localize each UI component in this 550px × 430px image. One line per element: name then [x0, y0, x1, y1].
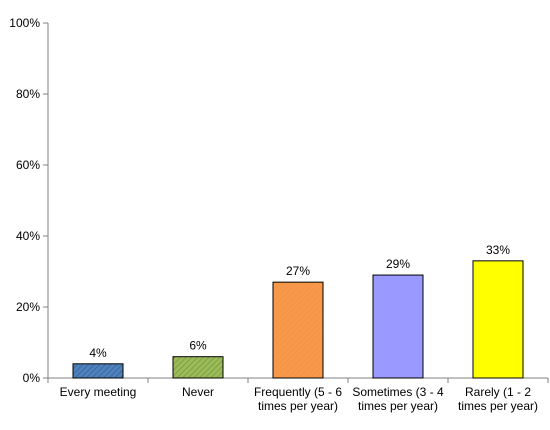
bar-value-label: 27% — [286, 264, 310, 278]
x-category-label-line: Every meeting — [60, 385, 137, 399]
x-category-label: Rarely (1 - 2 times per year) — [458, 385, 538, 413]
x-category-label: Every meeting — [60, 385, 137, 399]
y-tick-label: 0% — [23, 371, 41, 385]
y-tick-label: 40% — [16, 229, 40, 243]
y-tick-label: 100% — [9, 16, 40, 30]
y-tick-label: 20% — [16, 300, 40, 314]
x-axis — [47, 377, 549, 383]
x-category-label-line: times per year) — [258, 399, 338, 413]
y-tick-label: 80% — [16, 87, 40, 101]
bar — [472, 260, 524, 379]
x-category-label-line: Sometimes (3 - 4 — [352, 385, 444, 399]
bar — [172, 356, 224, 379]
y-axis: 0% 20% 40% 60% 80% 100% — [9, 16, 49, 385]
x-category-label-line: Rarely (1 - 2 — [465, 385, 531, 399]
y-tick-label: 60% — [16, 158, 40, 172]
bar-value-label: 33% — [486, 243, 510, 257]
bar-value-label: 6% — [189, 339, 207, 353]
bar-value-label: 29% — [386, 257, 410, 271]
bar — [72, 363, 124, 379]
x-category-label: Frequently (5 - 6 times per year) — [254, 385, 342, 413]
x-category-label: Sometimes (3 - 4 times per year) — [352, 385, 444, 413]
bars — [72, 260, 524, 379]
category-labels: Every meeting Never Frequently (5 - 6 times… — [60, 385, 538, 413]
x-category-label: Never — [182, 385, 214, 399]
x-category-label-line: Never — [182, 385, 214, 399]
bar — [272, 281, 324, 379]
bar — [372, 274, 424, 379]
x-category-label-line: times per year) — [458, 399, 538, 413]
x-category-label-line: times per year) — [358, 399, 438, 413]
bar-value-labels: 4% 6% 27% 29% 33% — [89, 243, 510, 360]
x-category-label-line: Frequently (5 - 6 — [254, 385, 342, 399]
bar-value-label: 4% — [89, 346, 107, 360]
